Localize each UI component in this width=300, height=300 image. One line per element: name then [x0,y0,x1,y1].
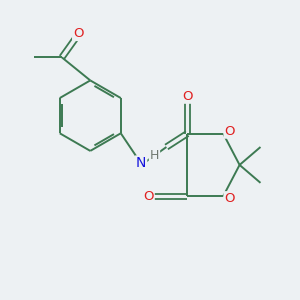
Text: O: O [73,27,84,40]
Text: O: O [224,125,235,138]
Text: O: O [182,90,193,103]
Text: H: H [150,149,159,163]
Text: N: N [136,156,146,170]
Text: O: O [143,190,154,203]
Text: O: O [224,192,235,205]
